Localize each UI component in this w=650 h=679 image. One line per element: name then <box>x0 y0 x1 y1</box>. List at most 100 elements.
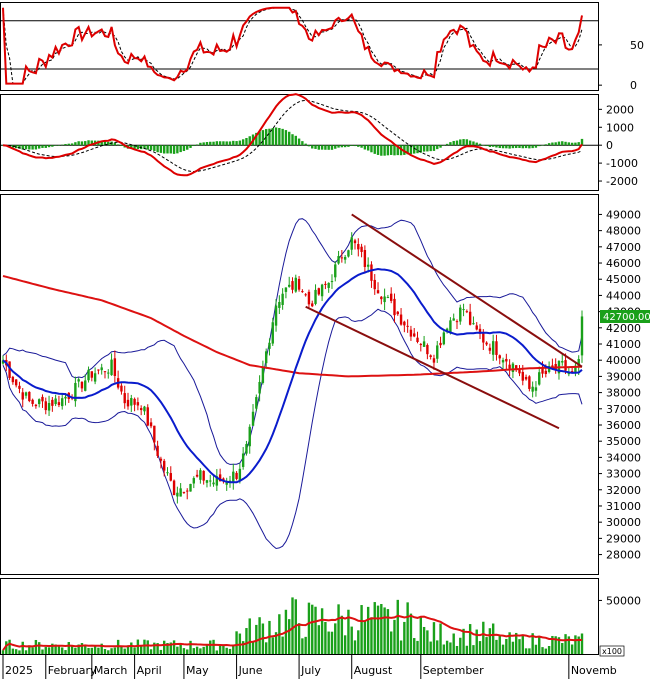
macd-histogram-bar <box>541 145 544 146</box>
candle-body <box>8 361 11 378</box>
candle-body <box>159 458 163 461</box>
month-label: Novemb <box>571 664 617 677</box>
candle-body <box>314 289 317 304</box>
macd-histogram-bar <box>518 145 521 149</box>
volume-bar <box>182 648 186 654</box>
candle <box>343 254 347 264</box>
candle <box>255 394 258 412</box>
candle <box>442 330 446 346</box>
macd-histogram-bar <box>508 145 511 149</box>
candle-body <box>304 294 307 296</box>
candle <box>87 366 90 383</box>
candle-body <box>436 345 439 359</box>
candle <box>143 405 146 415</box>
volume-bar <box>347 609 350 654</box>
candle-body <box>284 287 288 292</box>
macd-histogram-bar <box>350 145 353 146</box>
volume-bar <box>386 609 390 654</box>
volume-bar <box>445 640 449 654</box>
macd-histogram-bar <box>18 145 21 149</box>
candle <box>363 245 367 274</box>
candle-body <box>511 363 515 373</box>
volume-bar <box>557 637 561 654</box>
candle <box>288 276 291 288</box>
macd-histogram-bar <box>294 135 297 146</box>
macd-histogram-bar <box>459 139 462 146</box>
candle <box>538 366 541 386</box>
macd-histogram-bar <box>561 141 564 146</box>
candle <box>100 363 103 375</box>
candle <box>478 324 482 340</box>
candle <box>274 299 278 332</box>
macd-histogram-bar <box>74 142 77 146</box>
candle <box>357 238 360 257</box>
macd-histogram-bar <box>232 140 235 146</box>
candle <box>84 374 87 392</box>
price-tick-label: 38000 <box>606 387 641 400</box>
macd-histogram-bar <box>107 141 110 146</box>
candle <box>186 488 189 500</box>
price-tick-label: 46000 <box>606 257 641 270</box>
volume-bar <box>574 635 577 654</box>
candle-body <box>51 399 54 406</box>
macd-histogram-bar <box>195 144 199 146</box>
candle-body <box>251 411 255 426</box>
volume-bar <box>554 636 557 654</box>
volume-bar <box>192 648 196 654</box>
candle <box>495 334 498 361</box>
volume-bar <box>205 644 209 654</box>
candle <box>47 395 51 417</box>
volume-bar <box>100 643 103 654</box>
macd-histogram-bar <box>343 145 347 148</box>
candle-body <box>28 391 31 402</box>
macd-histogram-bar <box>442 145 446 146</box>
candle <box>90 371 94 382</box>
macd-histogram-bar <box>143 145 146 149</box>
candle <box>123 385 126 409</box>
candle-body <box>472 323 475 325</box>
candle <box>107 369 110 379</box>
candle-body <box>564 360 567 371</box>
candle <box>406 319 409 333</box>
candle <box>436 340 439 363</box>
macd-histogram-bar <box>314 145 317 149</box>
volume-bar <box>488 628 492 654</box>
macd-histogram-bar <box>462 139 465 146</box>
candle <box>534 381 538 397</box>
candle-body <box>215 476 219 486</box>
candle-body <box>330 281 334 283</box>
macd-histogram-bar <box>455 140 459 146</box>
macd-histogram-bar <box>567 142 571 146</box>
month-label: March <box>94 664 128 677</box>
volume-bar <box>107 650 110 654</box>
trendline-lower <box>305 305 560 430</box>
candle <box>11 375 15 385</box>
candle <box>235 471 238 481</box>
candle-body <box>238 468 242 482</box>
candle-body <box>422 341 426 347</box>
macd-histogram-bar <box>320 145 324 150</box>
macd-histogram-bar <box>47 145 51 148</box>
candle-body <box>429 355 432 357</box>
macd-histogram-bar <box>301 141 304 146</box>
volume-bar <box>51 643 54 654</box>
candle <box>462 303 465 317</box>
macd-histogram-bar <box>347 145 350 147</box>
candle-body <box>274 305 278 326</box>
candle-body <box>413 333 416 337</box>
candle <box>409 325 413 341</box>
candle <box>14 379 18 388</box>
macd-histogram-bar <box>182 145 186 152</box>
price-tick-label: 44000 <box>606 289 641 302</box>
volume-bar <box>482 621 485 654</box>
macd-histogram-bar <box>468 140 472 146</box>
bollinger-upper <box>2 218 583 465</box>
candle-body <box>176 492 179 497</box>
candle-body <box>334 264 337 278</box>
macd-histogram-bar <box>186 145 189 150</box>
macd-histogram-bar <box>222 141 225 146</box>
candle <box>508 359 511 377</box>
price-tick-label: 36000 <box>606 419 641 432</box>
price-tick-label: 48000 <box>606 225 641 238</box>
candle <box>245 440 248 456</box>
